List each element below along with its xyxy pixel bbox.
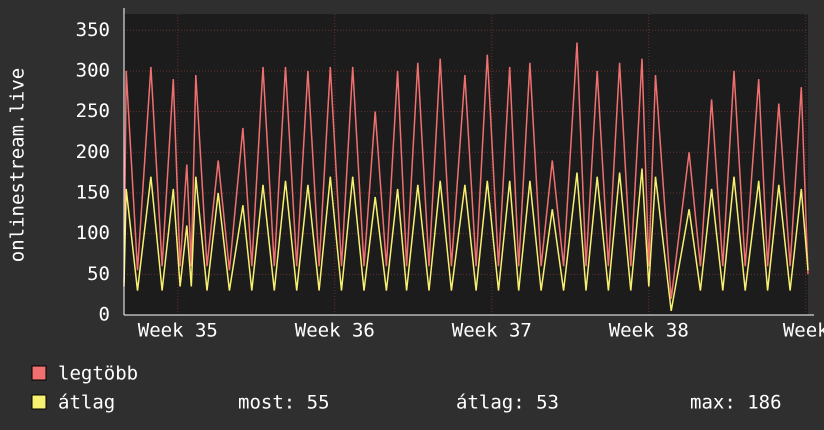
x-tick-label: Week 38 [609, 320, 689, 342]
x-tick-label: Week 35 [138, 320, 218, 342]
line-series [123, 42, 809, 299]
y-tick-label: 0 [99, 304, 110, 326]
y-tick-label: 50 [87, 263, 110, 285]
legend-label: átlag [58, 392, 115, 414]
y-tick-label: 250 [76, 100, 110, 122]
legend-swatch [31, 365, 47, 381]
y-tick-label: 200 [76, 141, 110, 163]
x-tick-label: Week [783, 320, 824, 342]
y-tick-label: 100 [76, 222, 110, 244]
x-tick-label: Week 36 [295, 320, 375, 342]
y-tick-label: 150 [76, 181, 110, 203]
y-tick-label: 350 [76, 19, 110, 41]
stat-label: átlag: 53 [456, 392, 559, 414]
stat-label: most: 55 [238, 392, 330, 414]
y-tick-label: 300 [76, 59, 110, 81]
line-series [123, 168, 809, 312]
x-tick-label: Week 37 [452, 320, 532, 342]
y-axis-label: onlinestream.live [7, 68, 29, 262]
legend-label: legtöbb [58, 363, 138, 385]
stat-label: max: 186 [690, 392, 782, 414]
legend-swatch [31, 394, 47, 410]
plot-area [124, 14, 808, 315]
